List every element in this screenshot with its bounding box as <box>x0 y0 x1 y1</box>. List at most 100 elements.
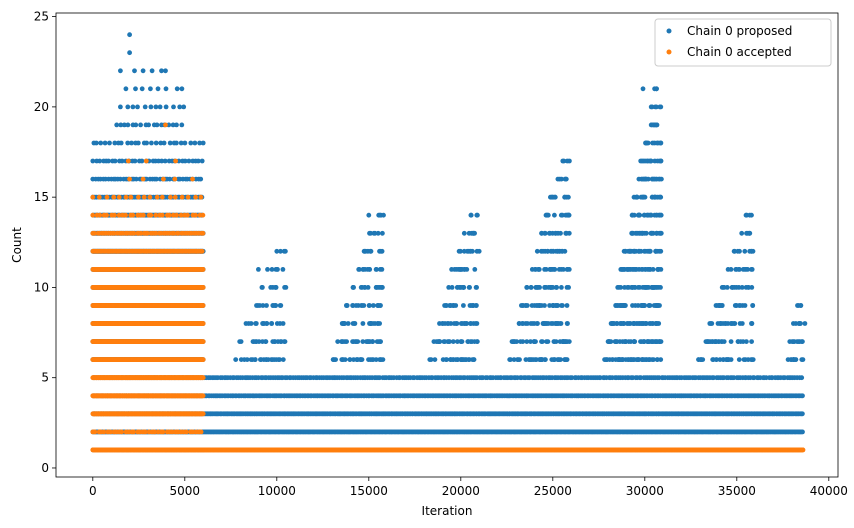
proposed-point <box>259 285 265 290</box>
proposed-point <box>125 104 131 110</box>
proposed-point <box>468 339 473 344</box>
proposed-point <box>181 104 187 110</box>
proposed-point <box>107 140 112 146</box>
proposed-point <box>374 267 379 272</box>
proposed-point <box>566 285 571 290</box>
proposed-point <box>370 321 376 326</box>
proposed-point <box>431 339 437 344</box>
proposed-point <box>157 104 163 110</box>
proposed-point <box>360 321 366 326</box>
proposed-point <box>520 321 526 326</box>
proposed-point <box>474 321 480 326</box>
proposed-point <box>461 357 467 362</box>
proposed-point <box>368 230 373 236</box>
proposed-point <box>458 285 464 290</box>
proposed-point <box>559 285 564 290</box>
proposed-point <box>375 285 380 290</box>
proposed-point <box>799 375 805 381</box>
proposed-point <box>529 303 535 308</box>
proposed-point <box>280 357 286 362</box>
proposed-point <box>188 140 194 146</box>
proposed-point <box>372 230 378 236</box>
proposed-point <box>545 339 551 344</box>
proposed-point <box>242 357 247 362</box>
proposed-point <box>540 339 545 344</box>
proposed-point <box>264 321 270 326</box>
proposed-point <box>163 104 169 110</box>
proposed-point <box>270 303 276 308</box>
proposed-point <box>135 104 140 110</box>
proposed-point <box>564 321 570 326</box>
proposed-point <box>256 339 262 344</box>
proposed-point <box>139 158 145 164</box>
proposed-point <box>198 176 204 182</box>
proposed-point <box>275 267 280 272</box>
proposed-point <box>171 104 176 110</box>
proposed-point <box>361 303 367 308</box>
proposed-point <box>447 339 452 344</box>
proposed-point <box>427 357 433 362</box>
proposed-point <box>118 68 123 74</box>
proposed-point <box>531 357 536 362</box>
proposed-point <box>528 321 534 326</box>
proposed-point <box>437 339 443 344</box>
proposed-point <box>161 140 167 146</box>
proposed-point <box>153 104 159 110</box>
proposed-point <box>102 140 108 146</box>
proposed-point <box>98 140 104 146</box>
proposed-point <box>371 303 376 308</box>
proposed-point <box>269 267 275 272</box>
proposed-point <box>132 68 137 74</box>
proposed-point <box>535 303 540 308</box>
proposed-point <box>507 357 513 362</box>
proposed-point <box>379 267 385 272</box>
proposed-point <box>260 321 265 326</box>
proposed-point <box>350 285 356 290</box>
proposed-point <box>140 68 146 74</box>
proposed-point <box>454 267 459 272</box>
proposed-point <box>459 321 465 326</box>
proposed-point <box>257 303 263 308</box>
proposed-point <box>461 303 466 308</box>
proposed-point <box>556 357 561 362</box>
proposed-point <box>461 267 467 272</box>
proposed-point <box>352 321 357 326</box>
proposed-point <box>252 357 258 362</box>
proposed-point <box>356 267 362 272</box>
proposed-point <box>542 285 548 290</box>
proposed-point <box>340 357 346 362</box>
proposed-point <box>123 86 129 92</box>
proposed-point <box>564 303 570 308</box>
proposed-point <box>248 321 254 326</box>
proposed-point <box>233 357 239 362</box>
proposed-point <box>154 122 160 128</box>
proposed-point <box>454 357 460 362</box>
proposed-point <box>473 285 479 290</box>
proposed-point <box>559 303 564 308</box>
proposed-point <box>467 248 473 254</box>
proposed-point <box>461 248 467 254</box>
proposed-point <box>461 230 467 236</box>
proposed-point <box>366 339 372 344</box>
proposed-point <box>278 339 283 344</box>
proposed-point <box>179 86 185 92</box>
proposed-point <box>800 429 805 435</box>
proposed-point <box>354 357 360 362</box>
proposed-point <box>459 339 465 344</box>
proposed-point <box>114 122 120 128</box>
proposed-point <box>468 321 474 326</box>
proposed-point <box>269 321 275 326</box>
proposed-point <box>265 267 270 272</box>
proposed-point <box>551 357 556 362</box>
proposed-point <box>448 357 453 362</box>
proposed-point <box>524 339 530 344</box>
proposed-point <box>174 140 179 146</box>
proposed-point <box>118 140 124 146</box>
proposed-point <box>448 303 453 308</box>
proposed-point <box>273 285 279 290</box>
proposed-point <box>555 321 561 326</box>
proposed-point <box>344 303 349 308</box>
proposed-point <box>518 339 523 344</box>
proposed-point <box>132 158 138 164</box>
